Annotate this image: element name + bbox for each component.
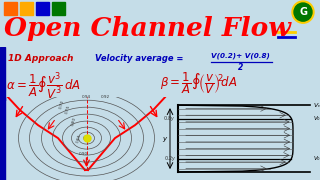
Text: 0.85: 0.85 bbox=[76, 133, 82, 143]
Text: Velocity average =: Velocity average = bbox=[95, 54, 183, 63]
Bar bbox=[20, 2, 33, 15]
Text: $V_m$: $V_m$ bbox=[313, 101, 320, 110]
Text: $0.8y$: $0.8y$ bbox=[164, 114, 176, 123]
Circle shape bbox=[294, 3, 312, 21]
Text: $\beta = \dfrac{1}{A}\oint\!\left(\dfrac{v}{V}\right)^{\!\!2}\!dA$: $\beta = \dfrac{1}{A}\oint\!\left(\dfrac… bbox=[160, 71, 238, 96]
Text: Open Channel Flow: Open Channel Flow bbox=[4, 16, 292, 41]
Bar bbox=[0, 97, 5, 180]
Text: $V_{0.8}$: $V_{0.8}$ bbox=[313, 114, 320, 123]
Bar bbox=[0, 47, 5, 101]
Circle shape bbox=[292, 1, 314, 23]
Text: G: G bbox=[299, 7, 307, 17]
Bar bbox=[4, 2, 17, 15]
Text: V(0.2)+ V(0.8): V(0.2)+ V(0.8) bbox=[211, 53, 270, 59]
Bar bbox=[52, 2, 65, 15]
Bar bbox=[36, 2, 49, 15]
Text: 1D Approach: 1D Approach bbox=[8, 54, 73, 63]
Text: y: y bbox=[162, 136, 166, 142]
Text: 0.90: 0.90 bbox=[78, 152, 88, 156]
Text: 0.70: 0.70 bbox=[59, 99, 65, 109]
Text: 0.94: 0.94 bbox=[82, 95, 91, 99]
Text: 0.80: 0.80 bbox=[71, 116, 77, 126]
Text: $0.2y$: $0.2y$ bbox=[164, 154, 176, 163]
Text: 0.92: 0.92 bbox=[101, 95, 110, 99]
Text: $V_{0.2}$: $V_{0.2}$ bbox=[313, 154, 320, 163]
Text: 2: 2 bbox=[238, 63, 243, 72]
Text: $\alpha = \dfrac{1}{A}\oint\dfrac{v^3}{V^3}\,dA$: $\alpha = \dfrac{1}{A}\oint\dfrac{v^3}{V… bbox=[6, 71, 81, 102]
Text: 0.75: 0.75 bbox=[65, 104, 71, 114]
